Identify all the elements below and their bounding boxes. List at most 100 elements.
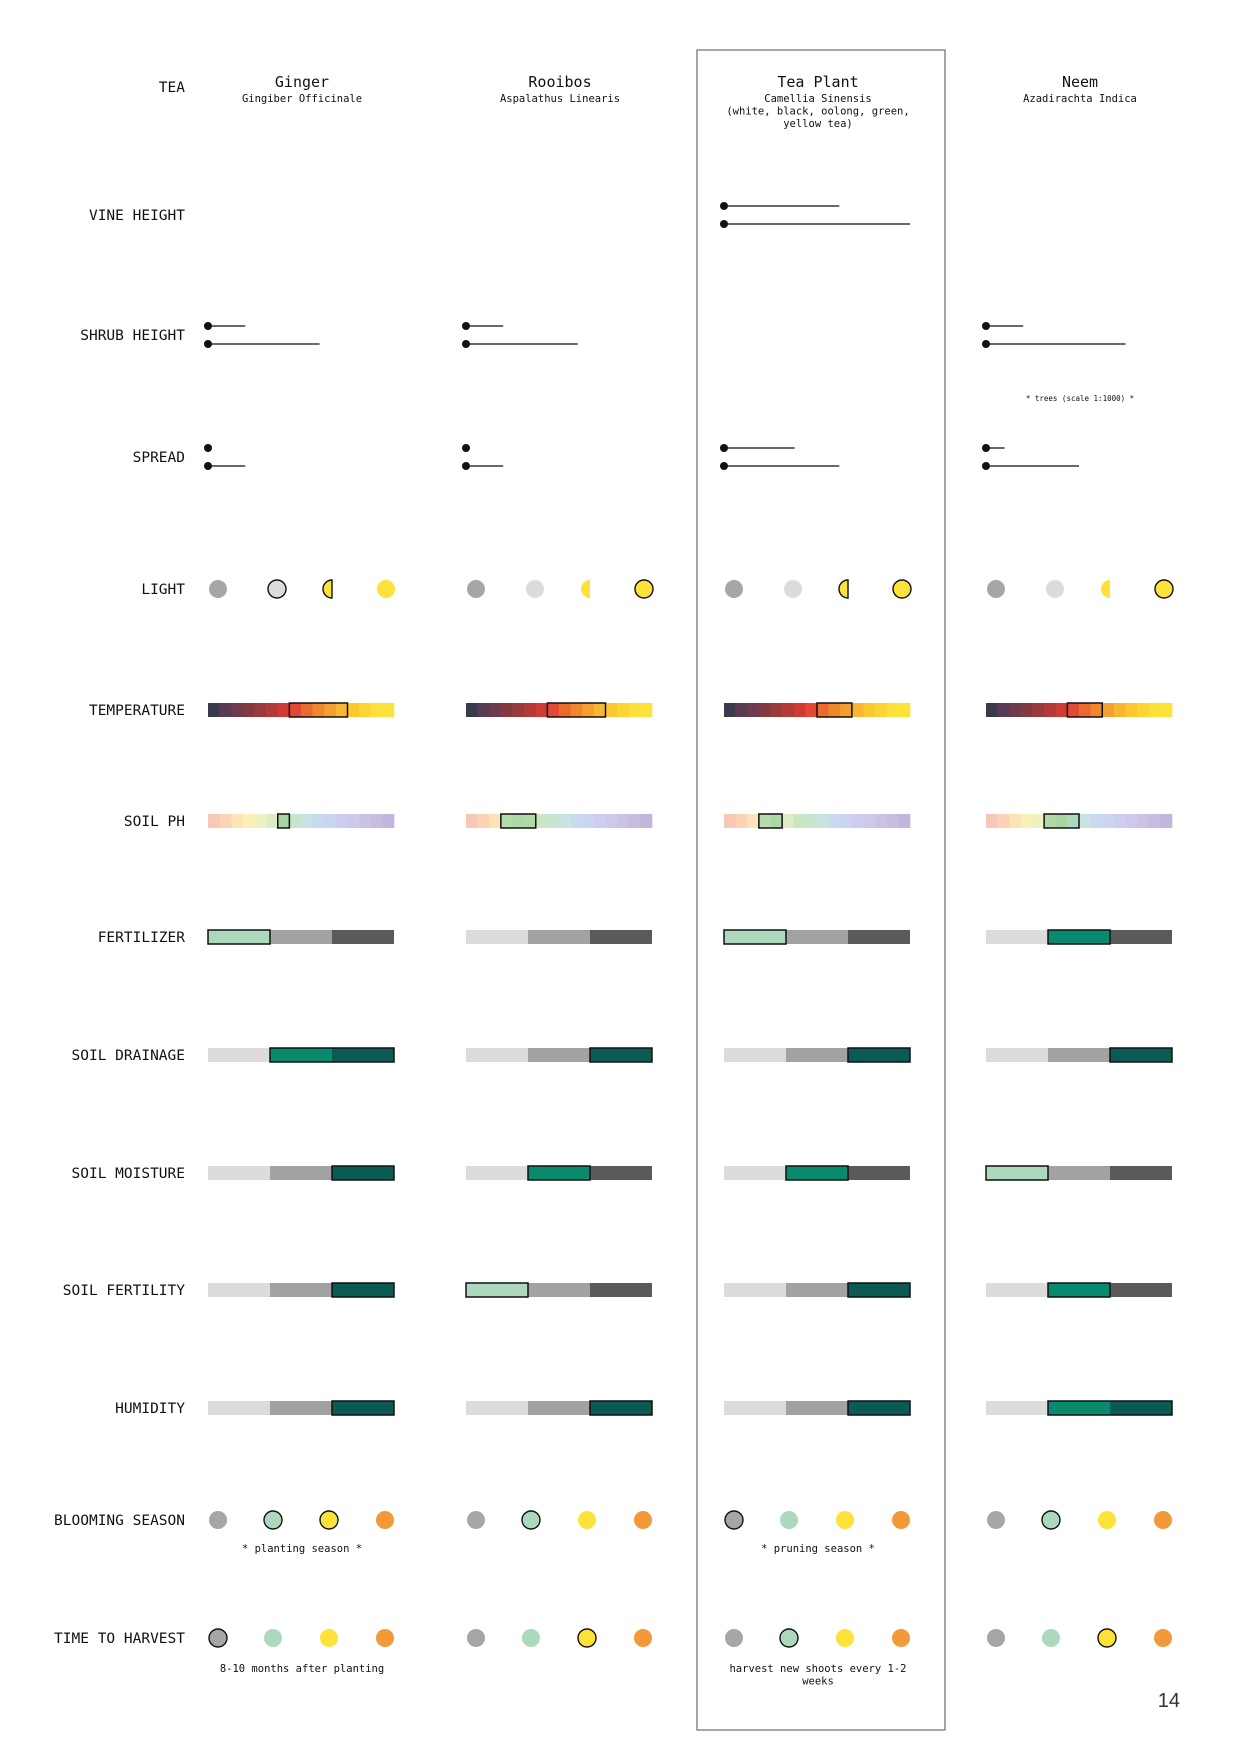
spread-dot bbox=[720, 462, 728, 470]
ph-scale-segment bbox=[477, 814, 490, 828]
ph-scale-segment bbox=[466, 814, 478, 828]
temperature-scale-segment bbox=[301, 703, 313, 717]
light-level-dot bbox=[209, 580, 227, 598]
temperature-scale-segment bbox=[724, 703, 736, 717]
humidity-level bbox=[848, 1401, 910, 1415]
harvest-note: harvest new shoots every 1-2 bbox=[729, 1663, 906, 1675]
soil-fertility-level bbox=[466, 1283, 528, 1297]
ph-scale-segment bbox=[559, 814, 571, 828]
ph-scale-segment bbox=[382, 814, 395, 828]
shrub-height-dot bbox=[982, 340, 990, 348]
harvest-season-dot bbox=[577, 1628, 597, 1648]
column-title: Neem bbox=[1062, 73, 1098, 91]
row-label-time-to-harvest: TIME TO HARVEST bbox=[54, 1631, 185, 1647]
temperature-scale-segment bbox=[547, 703, 560, 717]
blooming-season-dot bbox=[780, 1511, 798, 1529]
soil-moisture-level bbox=[786, 1166, 848, 1180]
fertilizer-selected-marker bbox=[1047, 929, 1111, 945]
soil-drainage-level bbox=[590, 1048, 652, 1062]
temperature-scale-segment bbox=[605, 703, 618, 717]
fertilizer-level bbox=[986, 930, 1048, 944]
temperature-scale-segment bbox=[828, 703, 841, 717]
harvest-note: 8-10 months after planting bbox=[220, 1663, 384, 1675]
blooming-note: * planting season * bbox=[242, 1543, 362, 1555]
temperature-scale-segment bbox=[1137, 703, 1150, 717]
temperature-scale-segment bbox=[289, 703, 302, 717]
ph-scale-segment bbox=[489, 814, 502, 828]
ph-selected-segment bbox=[1044, 814, 1057, 828]
temperature-scale-segment bbox=[582, 703, 595, 717]
temperature-scale-segment bbox=[886, 703, 899, 717]
blooming-season-dot bbox=[1098, 1511, 1116, 1529]
blooming-season-dot bbox=[1154, 1511, 1172, 1529]
fertilizer-selected-marker bbox=[723, 929, 787, 945]
ph-scale-segment bbox=[1079, 814, 1091, 828]
row-label-fertilizer: FERTILIZER bbox=[98, 930, 186, 946]
column-title: Tea Plant bbox=[777, 73, 858, 91]
temperature-range-marker bbox=[816, 702, 853, 718]
temperature-scale-segment bbox=[359, 703, 372, 717]
row-label-vine-height: VINE HEIGHT bbox=[89, 208, 185, 224]
soil-drainage-level bbox=[466, 1048, 528, 1062]
soil-fertility-level bbox=[332, 1283, 394, 1297]
humidity-level bbox=[724, 1401, 786, 1415]
soil-fertility-level bbox=[590, 1283, 652, 1297]
highlight-frame bbox=[696, 49, 946, 1731]
column-subtitle: Camellia Sinensis bbox=[764, 93, 871, 105]
light-half-sun-icon bbox=[322, 579, 333, 599]
soil-fertility-selected-marker bbox=[1047, 1282, 1111, 1298]
light-level-dot bbox=[784, 580, 802, 598]
soil-fertility-level bbox=[986, 1283, 1048, 1297]
fertilizer-level bbox=[1110, 930, 1172, 944]
temperature-scale-segment bbox=[817, 703, 829, 717]
light-level-dot bbox=[987, 580, 1005, 598]
row-label-soil-moisture: SOIL MOISTURE bbox=[72, 1166, 186, 1182]
ph-scale-segment bbox=[782, 814, 795, 828]
soil-fertility-selected-marker bbox=[465, 1282, 529, 1298]
light-half-sun-icon bbox=[581, 580, 590, 598]
harvest-note: weeks bbox=[802, 1676, 834, 1688]
temperature-scale-segment bbox=[1032, 703, 1045, 717]
ph-selected-segment bbox=[758, 814, 771, 828]
spread-dot bbox=[982, 462, 990, 470]
temperature-scale-segment bbox=[1148, 703, 1161, 717]
column-subtitle: Gingiber Officinale bbox=[242, 93, 362, 105]
ph-selected-segment bbox=[1055, 814, 1068, 828]
harvest-season-dot bbox=[467, 1629, 485, 1647]
temperature-scale-segment bbox=[382, 703, 395, 717]
harvest-season-dot bbox=[1042, 1629, 1060, 1647]
fertilizer-level bbox=[724, 930, 786, 944]
page-number: 14 bbox=[1157, 1690, 1180, 1712]
temperature-scale-segment bbox=[500, 703, 513, 717]
humidity-level bbox=[466, 1401, 528, 1415]
ph-scale-segment bbox=[617, 814, 630, 828]
ph-scale-segment bbox=[986, 814, 998, 828]
temperature-scale-segment bbox=[559, 703, 571, 717]
ph-scale-segment bbox=[628, 814, 641, 828]
temperature-scale-segment bbox=[1160, 703, 1173, 717]
ph-scale-segment bbox=[1020, 814, 1033, 828]
harvest-season-dot bbox=[376, 1629, 394, 1647]
ph-selected-segment bbox=[770, 814, 783, 828]
temperature-scale-segment bbox=[1125, 703, 1138, 717]
ph-scale-segment bbox=[208, 814, 220, 828]
temperature-scale-segment bbox=[1067, 703, 1080, 717]
temperature-scale-segment bbox=[266, 703, 279, 717]
soil-drainage-selected-marker bbox=[1109, 1047, 1173, 1063]
fertilizer-level bbox=[466, 930, 528, 944]
temperature-scale-segment bbox=[997, 703, 1010, 717]
humidity-level bbox=[1048, 1401, 1110, 1415]
column-title: Ginger bbox=[275, 73, 329, 91]
light-level-dot bbox=[267, 579, 287, 599]
row-label-blooming-season: BLOOMING SEASON bbox=[54, 1513, 185, 1529]
temperature-scale-segment bbox=[489, 703, 502, 717]
ph-scale-segment bbox=[312, 814, 325, 828]
light-level-dot bbox=[892, 579, 912, 599]
ph-scale-segment bbox=[828, 814, 841, 828]
temperature-scale-segment bbox=[512, 703, 525, 717]
soil-drainage-level bbox=[1110, 1048, 1172, 1062]
temperature-scale-segment bbox=[535, 703, 548, 717]
soil-moisture-level bbox=[332, 1166, 394, 1180]
ph-range-marker bbox=[758, 813, 783, 829]
